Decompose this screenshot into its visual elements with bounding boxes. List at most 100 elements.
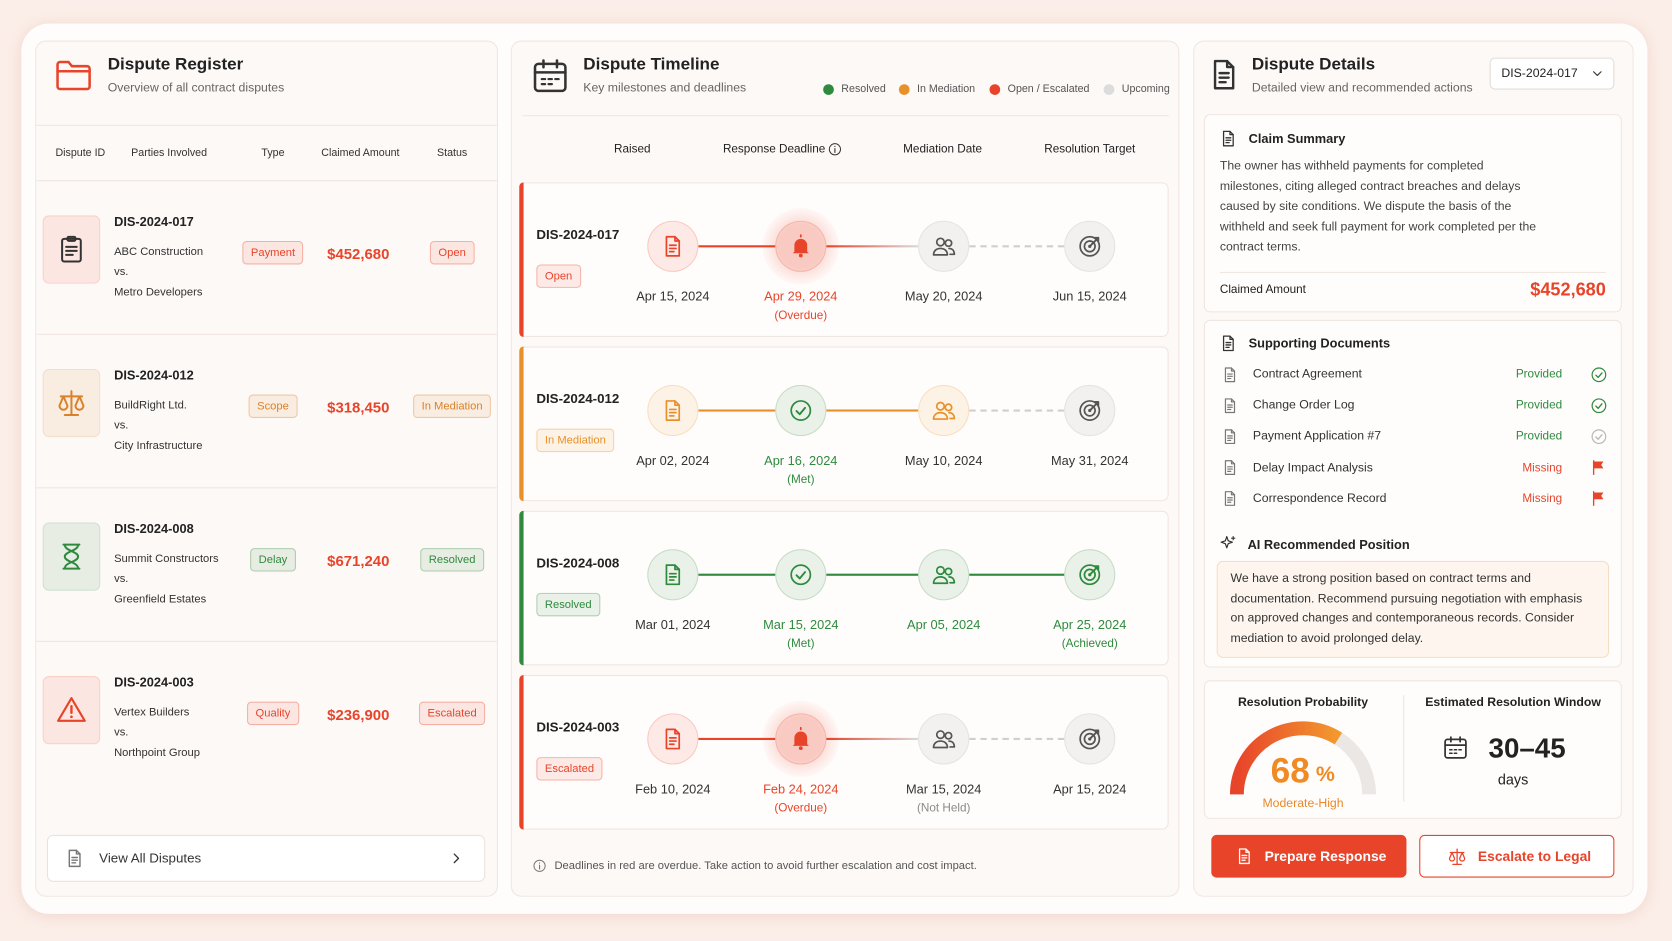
- status-badge: Open: [536, 264, 581, 288]
- panel-subtitle: Detailed view and recommended actions: [1251, 82, 1473, 95]
- icon-part: [61, 237, 82, 263]
- icon-part: [1224, 397, 1235, 413]
- party: Metro Developers: [114, 285, 203, 299]
- timeline-card: [519, 182, 1169, 337]
- document-state-icon: [1589, 459, 1607, 477]
- icon-part: [57, 697, 86, 722]
- column-header: Status: [436, 147, 468, 160]
- milestone-icon: [660, 562, 686, 588]
- icon-part: [1238, 848, 1250, 865]
- info-icon: [827, 142, 842, 157]
- milestone-icon: [931, 398, 957, 424]
- icon-part: [948, 247, 956, 256]
- icon-part: [790, 564, 812, 586]
- icon-part: [1594, 402, 1603, 409]
- icon-part: [932, 730, 956, 749]
- icon-part: [792, 238, 809, 254]
- icon-part: [668, 564, 681, 581]
- view-all-button[interactable]: [46, 834, 486, 882]
- milestone-date: Apr 02, 2024: [636, 453, 710, 469]
- icon-part: [1213, 59, 1235, 90]
- icon-part: [540, 77, 560, 86]
- icon-part: [1079, 400, 1101, 421]
- document-status: Missing: [1522, 461, 1563, 475]
- milestone-icon: [1077, 398, 1103, 424]
- milestone-date: Apr 25, 2024: [1053, 617, 1127, 633]
- document-icon: [1220, 365, 1238, 383]
- table-header: [36, 124, 497, 182]
- dispute-id: DIS-2024-017: [536, 227, 620, 243]
- column-header: Parties Involved: [131, 147, 208, 160]
- party: vs.: [114, 419, 129, 432]
- row-icon: [55, 694, 87, 726]
- icon-part: [1448, 848, 1465, 865]
- legend-label: Open / Escalated: [1007, 83, 1090, 96]
- status-badge: Open: [429, 240, 475, 265]
- dispute-id: DIS-2024-003: [114, 674, 194, 690]
- icon-part: [1225, 130, 1234, 144]
- claimed-amount: $452,680: [327, 245, 390, 263]
- dispute-id: DIS-2024-003: [536, 719, 620, 735]
- icon-part: [1220, 536, 1233, 549]
- claimed-amount: $671,240: [327, 552, 390, 570]
- milestone-icon: [660, 398, 686, 424]
- icon-part: [1224, 366, 1235, 382]
- icon-part: [935, 401, 946, 411]
- row-divider: [36, 640, 497, 642]
- connector: [826, 737, 919, 741]
- icon-part: [1222, 130, 1234, 147]
- window-unit: days: [1497, 771, 1529, 788]
- milestone-date: Apr 16, 2024: [764, 453, 838, 469]
- icon-part: [56, 60, 91, 91]
- status-accent: [519, 346, 524, 502]
- icon-part: [68, 849, 81, 868]
- icon-part: [1224, 460, 1235, 476]
- panel-title: Dispute Timeline: [583, 55, 720, 74]
- icon-part: [56, 60, 91, 91]
- icon-part: [453, 853, 460, 864]
- gauge: [1228, 717, 1377, 802]
- column-header: Type: [261, 147, 285, 160]
- dispute-select[interactable]: [1489, 57, 1615, 90]
- party: vs.: [114, 265, 129, 279]
- panel: [35, 40, 498, 897]
- icon-part: [1226, 491, 1235, 504]
- icon-part: [828, 143, 842, 156]
- icon-part: [58, 390, 85, 417]
- milestone-note: (Met): [787, 473, 815, 487]
- milestone-icon: [931, 234, 957, 260]
- type-badge: Delay: [250, 548, 296, 572]
- icon-part: [948, 411, 956, 420]
- status-badge: Escalated: [418, 701, 486, 726]
- icon-part: [1083, 240, 1096, 253]
- dispute-id: DIS-2024-012: [536, 391, 620, 407]
- timeline-card: [519, 674, 1169, 830]
- icon-part: [1079, 728, 1101, 750]
- icon-part: [1083, 568, 1096, 581]
- view-all-icon: [64, 848, 85, 869]
- icon-part: [66, 235, 77, 242]
- window-value: 30–45: [1488, 732, 1566, 765]
- milestone-icon: [1077, 234, 1103, 260]
- prepare-button[interactable]: [1211, 834, 1407, 878]
- icon-part: [932, 576, 949, 585]
- milestone-icon: [788, 234, 814, 260]
- connector: [969, 409, 1065, 412]
- row-divider: [36, 333, 497, 335]
- icon-part: [1590, 366, 1606, 382]
- icon-part: [665, 564, 681, 586]
- status-accent: [519, 182, 524, 337]
- escalate-icon: [1446, 846, 1466, 866]
- card-rule: [1219, 271, 1606, 273]
- metrics-card: [1203, 680, 1622, 819]
- icon-part: [533, 859, 546, 872]
- document-status: Missing: [1522, 492, 1563, 506]
- claim-text: The owner has withheld payments for comp…: [1219, 159, 1537, 254]
- document-name: Payment Application #7: [1252, 430, 1382, 443]
- milestone-circle: [775, 549, 827, 601]
- row-icon-box: [42, 215, 101, 284]
- metric-divider: [1403, 695, 1405, 802]
- connector: [826, 245, 919, 248]
- escalate-button[interactable]: [1419, 834, 1615, 878]
- document-icon: [1220, 490, 1238, 508]
